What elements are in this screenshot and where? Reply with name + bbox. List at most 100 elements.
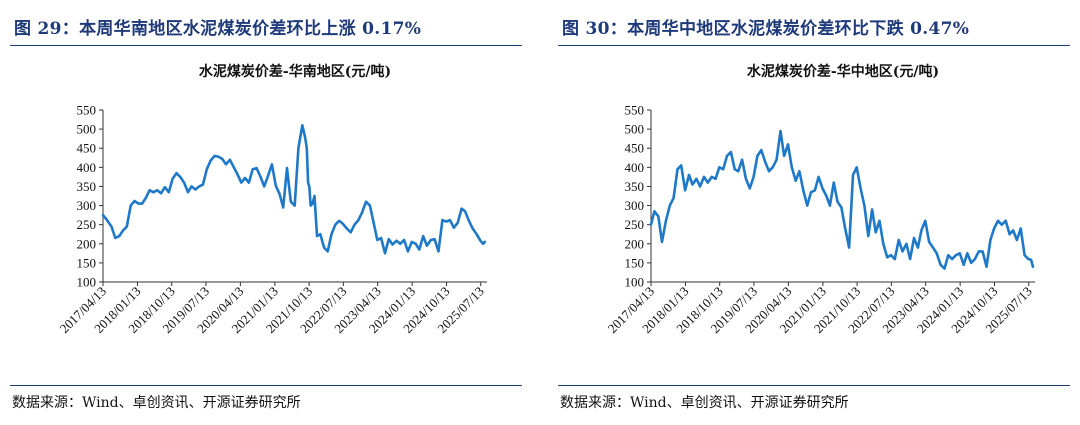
data-point [148,189,151,192]
data-point [1004,219,1007,222]
data-point [433,238,436,241]
figure-title: 图 29：本周华南地区水泥煤炭价差环比上涨 0.17% [14,19,422,39]
data-point [244,177,246,179]
data-point [236,173,239,176]
data-point [706,181,709,184]
data-point [313,195,316,197]
data-point [958,252,961,255]
data-point [414,242,417,245]
y-tick-label: 350 [625,179,645,194]
data-point [129,204,132,207]
data-point [289,200,292,203]
data-point [1019,227,1022,230]
data-point [471,227,474,230]
data-point [259,176,262,178]
data-point [357,219,360,222]
data-point [722,168,725,171]
data-point [255,167,258,169]
data-point [714,177,717,180]
data-point [194,188,197,191]
data-point [691,183,694,186]
data-point [1032,265,1034,268]
data-point [966,252,969,255]
data-point [437,250,440,253]
data-point [874,231,877,234]
data-point [334,223,337,226]
data-point [323,246,325,249]
data-point [935,252,938,255]
data-point [905,242,908,245]
data-point [890,254,892,257]
source-note: 数据来源：Wind、卓创资讯、开源证券研究所 [12,395,301,411]
y-tick-label: 500 [77,122,97,137]
data-point [418,248,421,251]
data-point [802,189,805,192]
data-point [695,177,698,180]
data-point [106,219,108,222]
data-point [844,227,847,230]
data-point [790,166,793,169]
data-point [653,210,656,213]
data-point [848,246,850,249]
data-point [301,124,304,127]
data-point [221,158,224,160]
data-point [365,200,367,203]
data-point [1012,229,1014,232]
data-point [278,193,281,196]
title-rule [558,45,1070,46]
data-point [668,204,671,207]
data-point [989,239,992,241]
data-point [703,176,705,178]
data-point [452,226,455,229]
data-point [309,204,312,207]
data-point [764,160,766,163]
data-point [305,147,308,150]
data-point [122,229,124,232]
y-tick-label: 300 [77,198,97,213]
data-point [760,149,763,151]
data-point [407,250,409,253]
chart-title: 水泥煤炭价差-华中地区(元/吨) [747,63,939,80]
data-point [779,130,782,132]
data-point [282,206,285,209]
data-point [429,239,432,241]
data-point [882,242,885,245]
data-point [361,211,363,214]
data-point [449,219,451,222]
data-point [267,174,269,177]
data-point [308,186,311,189]
data-point [1030,258,1032,261]
data-point [871,208,873,211]
data-point [441,219,444,222]
data-point [384,252,386,255]
data-point [251,168,254,171]
chart-central-china: 水泥煤炭价差-华中地区(元/吨) 100 150 200 250 300 350 400 450… [605,63,1035,336]
data-point [917,246,919,249]
data-point [179,176,182,178]
y-tick-label: 400 [625,160,645,175]
data-point [684,189,686,192]
data-point [342,223,344,225]
data-point [817,176,820,178]
y-tick-label: 450 [625,141,645,156]
data-point [345,227,348,230]
y-tick-label: 450 [77,141,97,156]
data-point [286,167,288,169]
data-point [271,163,273,166]
data-point [118,235,121,238]
data-point [297,147,300,150]
data-point [114,237,117,239]
data-point [977,250,980,253]
data-point [920,229,923,232]
data-point [737,170,740,173]
data-point [225,163,227,166]
data-point [460,207,463,210]
title-rule [10,45,522,46]
data-point [676,168,679,171]
data-point [232,166,235,169]
figure-title: 图 30：本周华中地区水泥煤炭价差环比下跌 0.47% [562,19,970,39]
data-point [403,239,405,241]
data-point [464,210,466,213]
series-line [649,129,1035,270]
data-point [133,200,136,202]
